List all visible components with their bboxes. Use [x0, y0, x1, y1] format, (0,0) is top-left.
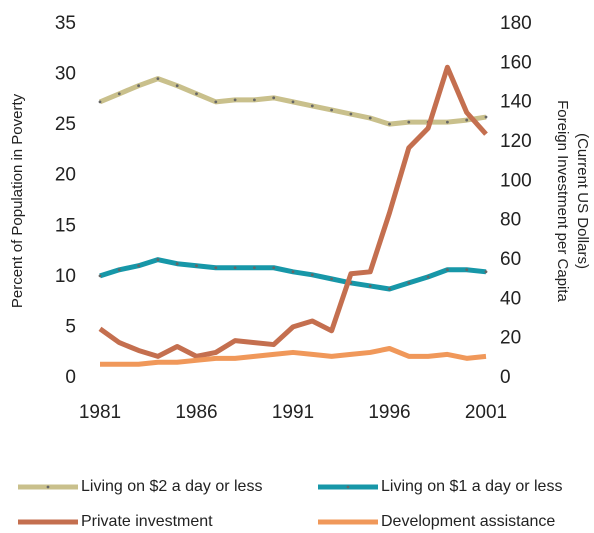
point-marker [465, 268, 469, 272]
point-marker [446, 120, 449, 124]
point-marker [484, 270, 488, 274]
point-marker [175, 262, 179, 266]
legend-label: Living on $2 a day or less [81, 478, 262, 495]
point-marker [175, 84, 179, 88]
point-marker [137, 264, 141, 268]
point-marker [137, 84, 141, 88]
point-marker [484, 115, 488, 119]
point-marker [117, 92, 121, 96]
point-marker [310, 273, 314, 277]
point-marker [368, 116, 372, 120]
point-marker [214, 100, 218, 104]
point-marker [407, 120, 411, 124]
y-axis-label: Percent of Population in Poverty [9, 93, 26, 308]
y-tick-label: 5 [65, 316, 76, 337]
y-tick-label: 20 [55, 165, 76, 186]
point-marker [330, 108, 333, 112]
x-tick-label: 1991 [272, 402, 314, 423]
point-marker [349, 112, 353, 116]
y2-tick-label: 60 [500, 249, 521, 270]
series-line [100, 346, 487, 367]
y2-tick-label: 100 [500, 170, 532, 191]
point-marker [291, 270, 295, 274]
point-marker [233, 266, 237, 270]
point-marker [465, 118, 469, 122]
y2-tick-label: 160 [500, 52, 532, 73]
point-marker [426, 275, 430, 279]
x-tick-label: 1986 [175, 402, 217, 423]
point-marker [195, 264, 198, 268]
series-line [98, 64, 488, 359]
legend-label: Development assistance [381, 513, 555, 530]
y2-tick-label: 40 [500, 288, 521, 309]
point-marker [388, 287, 391, 291]
x-tick-label: 1996 [368, 402, 410, 423]
y2-tick-label: 140 [500, 92, 532, 113]
point-marker [368, 284, 372, 288]
y-tick-label: 10 [55, 266, 76, 287]
legend-label: Living on $1 a day or less [381, 478, 562, 495]
legend-label: Private investment [81, 513, 213, 530]
point-marker [310, 104, 314, 108]
x-tick-label: 1981 [79, 402, 121, 423]
y2-tick-label: 20 [500, 328, 521, 349]
point-marker [253, 266, 256, 270]
point-marker [253, 98, 256, 102]
point-marker [117, 268, 121, 272]
y2-axis-label: (Current US Dollars) [574, 133, 591, 269]
y-tick-label: 35 [55, 13, 76, 34]
point-marker [407, 281, 411, 285]
point-marker [233, 98, 237, 102]
legend-marker [346, 485, 350, 489]
y2-tick-label: 0 [500, 367, 511, 388]
point-marker [446, 268, 449, 272]
point-marker [195, 92, 198, 96]
point-marker [98, 100, 102, 104]
point-marker [214, 266, 218, 270]
point-marker [272, 96, 276, 100]
x-tick-label: 2001 [465, 402, 507, 423]
series-line [99, 257, 487, 292]
y2-axis-label: Foreign Investment per Capita [554, 100, 571, 302]
point-marker [330, 277, 333, 281]
y2-tick-label: 180 [500, 13, 532, 34]
point-marker [291, 100, 295, 104]
y2-tick-label: 120 [500, 131, 532, 152]
y-tick-label: 25 [55, 114, 76, 135]
point-marker [156, 258, 160, 262]
point-marker [98, 274, 102, 278]
y2-tick-label: 80 [500, 210, 521, 231]
point-marker [272, 266, 276, 270]
point-marker [156, 77, 160, 81]
y-tick-label: 0 [65, 367, 76, 388]
legend-marker [46, 485, 50, 489]
y-tick-label: 15 [55, 215, 76, 236]
y-tick-label: 30 [55, 64, 76, 85]
point-marker [388, 122, 391, 126]
